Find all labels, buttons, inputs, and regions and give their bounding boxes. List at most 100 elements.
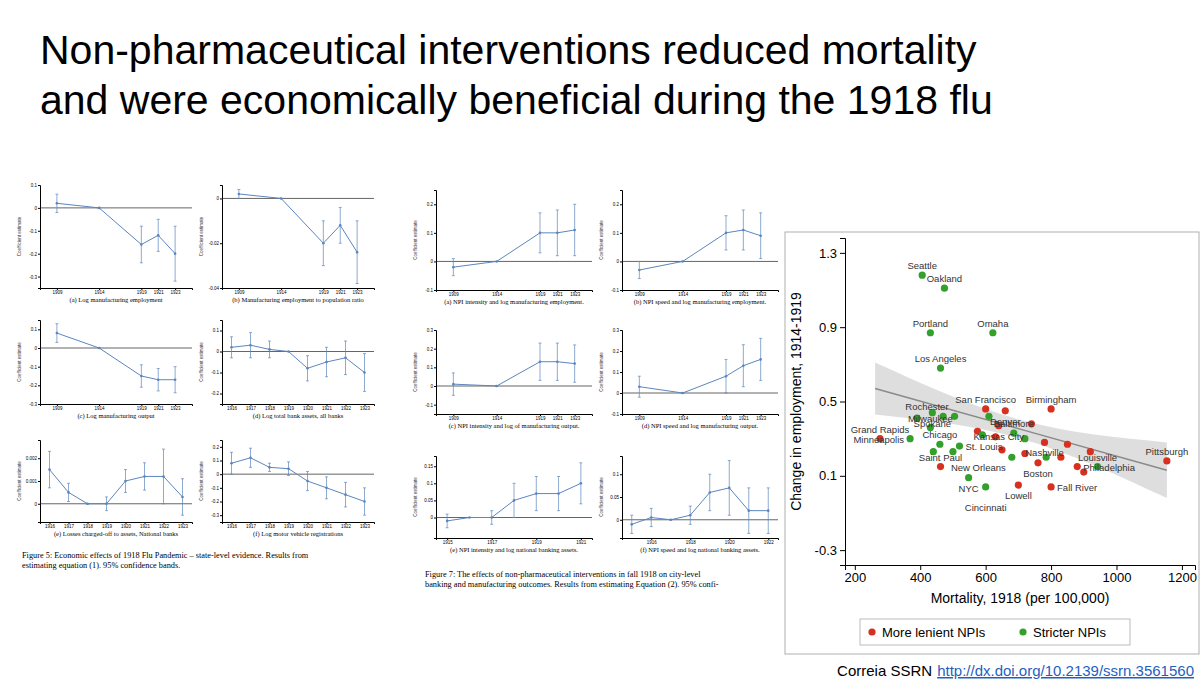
error-cap (98, 348, 101, 349)
y-axis-title: Coefficient estimate (413, 220, 418, 260)
point (937, 463, 944, 470)
tick-label: 1914 (492, 416, 503, 421)
error-bar (326, 347, 327, 376)
error-bar (307, 471, 308, 490)
tick-mark (620, 372, 622, 373)
tick-label: 1000 (1103, 570, 1132, 585)
axis-line (846, 566, 1196, 571)
error-bar (557, 210, 558, 256)
error-cap (708, 510, 711, 511)
figure-caption: banking and manufacturing outcomes. Resu… (425, 580, 719, 589)
x-axis-title: Mortality, 1918 (per 100,000) (931, 590, 1110, 606)
tick-mark (840, 550, 845, 551)
tick-mark (434, 290, 436, 291)
tick-label: 1919 (535, 292, 546, 297)
point (287, 467, 290, 470)
error-cap (742, 386, 745, 387)
x-axis: 19161917191819191920192119221923 (223, 522, 375, 529)
tick: 1923 (353, 288, 364, 295)
point (446, 520, 449, 523)
error-cap (495, 261, 498, 262)
tick-label: 1918 (265, 524, 276, 529)
tick-mark (220, 488, 222, 489)
error-cap (767, 487, 770, 488)
tick-label: 1921 (322, 406, 333, 411)
error-bar (447, 514, 448, 528)
error-cap (48, 451, 51, 452)
coefficient-panel: 19091914191919211923-0.100.10.20.3Coeffi… (599, 328, 779, 430)
error-cap (638, 376, 641, 377)
error-bar (250, 333, 251, 358)
error-cap (287, 351, 290, 352)
error-cap (579, 503, 582, 504)
x-axis: 1916191819201922 (623, 538, 779, 545)
tick-label: 0.05 (424, 498, 433, 503)
error-cap (725, 393, 728, 394)
error-cap (650, 508, 653, 509)
point-label: Los Angeles (915, 353, 967, 364)
plot-area (222, 189, 374, 283)
tick: 1914 (277, 288, 288, 295)
point (495, 385, 498, 388)
tick: 0 (430, 515, 436, 520)
y-axis: 00.050.10.15 (424, 457, 436, 539)
point (98, 207, 101, 210)
tick: 600 (975, 565, 997, 585)
point (1064, 441, 1071, 448)
tick: 1923 (570, 414, 581, 421)
point-label: Lowell (1005, 490, 1032, 501)
point (1047, 405, 1054, 412)
error-cap (325, 476, 328, 477)
tick-mark (220, 474, 222, 475)
tick: 1914 (95, 288, 106, 295)
error-bar (323, 221, 324, 266)
tick: 0.1 (613, 231, 622, 236)
axis-line (437, 415, 593, 417)
error-bar (453, 259, 454, 276)
panel-caption: (b) Manufacturing employment to populati… (232, 296, 364, 304)
tick: 0.2 (613, 202, 622, 207)
tick: 1915 (443, 538, 454, 545)
tick-label: -0.04 (209, 286, 220, 291)
series-line (639, 230, 760, 270)
error-bar (231, 452, 232, 474)
tick-label: 0.1 (427, 481, 434, 486)
tick-mark (620, 204, 622, 205)
tick-label: 1915 (443, 540, 454, 545)
point (556, 232, 559, 235)
point-label: Kansas City (973, 431, 1024, 442)
tick-mark (220, 243, 222, 244)
error-cap (230, 474, 233, 475)
error-cap (725, 359, 728, 360)
tick-label: -0.3 (815, 543, 837, 558)
tick: 1920 (303, 522, 314, 529)
tick-label: 1909 (449, 416, 460, 421)
tick-mark (434, 500, 436, 501)
point (747, 509, 750, 512)
tick-mark (38, 329, 40, 330)
error-bar (163, 449, 164, 504)
series-line (239, 194, 357, 252)
tick: -0.2 (211, 499, 222, 504)
slide-canvas: Non-pharmaceutical interventions reduced… (0, 0, 1200, 689)
y-axis-title: Coefficient estimate (199, 216, 204, 256)
error-cap (495, 261, 498, 262)
error-cap (452, 372, 455, 373)
tick: 0 (34, 206, 40, 211)
tick-mark (38, 385, 40, 386)
error-bar (141, 365, 142, 387)
tick-mark (620, 261, 622, 262)
error-cap (535, 476, 538, 477)
x-axis: 19091914191919211923 (223, 288, 375, 295)
tick-label: 0.05 (610, 495, 619, 500)
error-cap (689, 506, 692, 507)
tick: 1918 (265, 522, 276, 529)
tick-mark (840, 402, 845, 403)
legend: More lenient NPIsStricter NPIs (860, 619, 1130, 645)
error-cap (322, 220, 325, 221)
error-cap (495, 386, 498, 387)
error-bar (144, 463, 145, 490)
tick-label: 1923 (360, 406, 371, 411)
point (181, 496, 184, 499)
error-cap (48, 487, 51, 488)
